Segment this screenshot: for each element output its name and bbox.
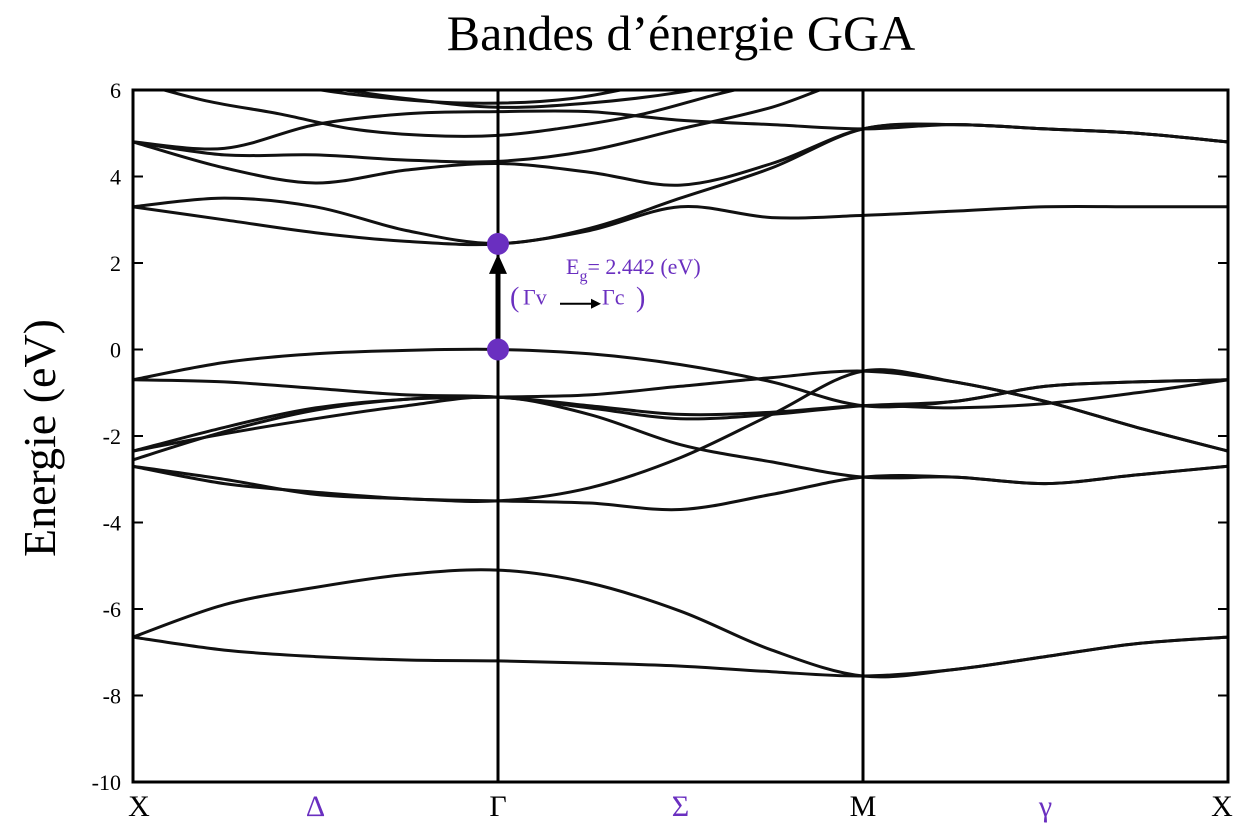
gap-markers <box>487 232 509 361</box>
gap-symbol: E <box>566 254 579 279</box>
high-symmetry-lines <box>496 90 865 782</box>
transition-to-label: Γc <box>602 285 625 310</box>
gap-arrow-head <box>489 253 507 274</box>
band-line-3 <box>133 464 1228 512</box>
gap-label: Eg= 2.442 (eV) <box>566 254 701 285</box>
band-line-2 <box>133 568 1228 679</box>
y-tick-label: -8 <box>103 684 121 709</box>
band-line-15 <box>158 90 742 138</box>
gap-value: = 2.442 (eV) <box>587 254 700 279</box>
k-point-label: X <box>1211 790 1233 823</box>
y-tick-label: -2 <box>103 424 121 449</box>
transition-close-paren: ) <box>636 283 645 314</box>
band-line-13 <box>133 90 1077 164</box>
band-line-5 <box>133 395 1228 486</box>
chart-title: Bandes d’énergie GGA <box>447 5 915 61</box>
band-line-7 <box>133 378 1228 462</box>
k-point-label: Γ <box>489 790 506 823</box>
band-gap-annotation: Eg= 2.442 (eV) ( Γv Γc ) <box>489 253 701 344</box>
band-line-17 <box>311 90 629 105</box>
y-axis-label: Energie (eV) <box>14 319 65 557</box>
band-line-1 <box>133 635 1228 678</box>
k-point-label: Σ <box>672 790 689 823</box>
transition-open-paren: ( <box>510 283 519 314</box>
y-tick-label: 0 <box>110 338 121 363</box>
band-lines <box>133 90 1228 679</box>
y-tick-label: -4 <box>103 511 121 536</box>
y-tick-label: 6 <box>110 78 121 103</box>
y-tick-label: -10 <box>92 770 121 795</box>
k-point-label: M <box>850 790 877 823</box>
k-point-label: γ <box>1038 790 1052 823</box>
band-line-10 <box>133 204 1228 247</box>
gap-subscript: g <box>579 268 587 285</box>
y-tick-label: 2 <box>110 251 121 276</box>
band-line-9 <box>133 347 1228 409</box>
band-line-14 <box>133 109 1228 151</box>
conduction-min-marker <box>487 232 509 255</box>
y-tick-label: 4 <box>110 165 121 190</box>
band-line-16 <box>334 90 701 109</box>
valence-max-marker <box>487 338 509 361</box>
band-line-6 <box>133 369 1228 453</box>
k-point-label: X <box>128 790 150 823</box>
k-point-label: Δ <box>306 790 325 823</box>
transition-from-label: Γv <box>523 285 547 310</box>
plot-frame <box>131 88 1230 784</box>
y-tick-label: -6 <box>103 597 121 622</box>
transition-arrow-head <box>591 298 601 309</box>
